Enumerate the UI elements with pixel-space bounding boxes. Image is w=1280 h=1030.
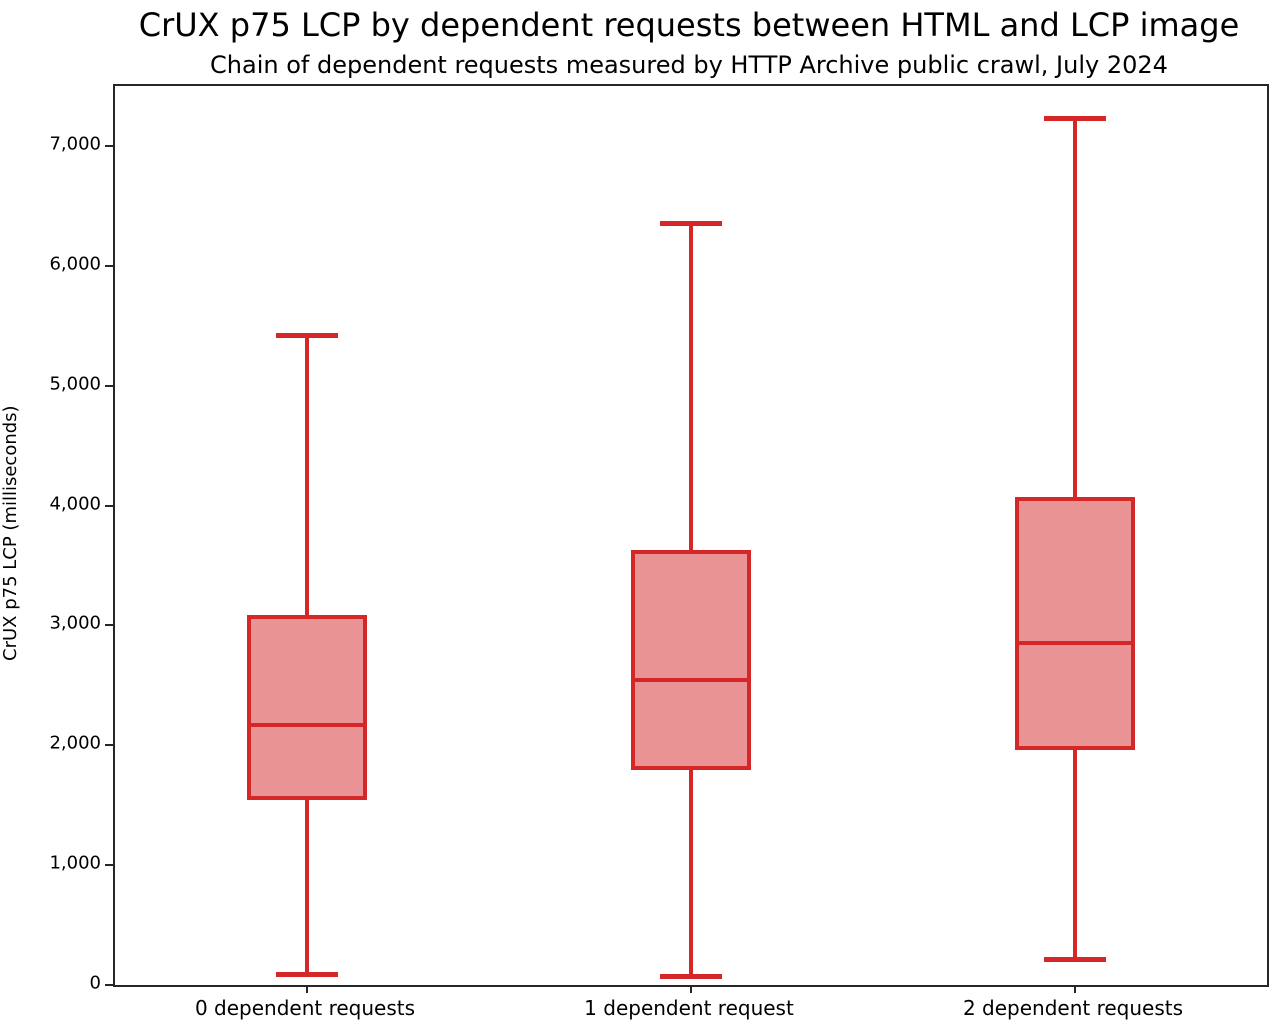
x-tick-label: 2 dependent requests xyxy=(962,996,1184,1020)
median-line xyxy=(247,723,367,728)
y-tick-label: 0 xyxy=(89,972,101,994)
y-tick-mark xyxy=(105,864,113,867)
whisker-upper xyxy=(305,335,309,615)
whisker-lower xyxy=(1073,750,1077,959)
whisker-cap-lower xyxy=(276,972,338,978)
y-tick-label: 5,000 xyxy=(49,373,101,395)
y-tick-mark xyxy=(105,264,113,267)
chart-subtitle: Chain of dependent requests measured by … xyxy=(210,51,1168,79)
y-tick-mark xyxy=(105,504,113,507)
whisker-cap-upper xyxy=(1044,116,1106,122)
whisker-cap-upper xyxy=(276,333,338,339)
whisker-cap-upper xyxy=(660,220,722,226)
box-iqr xyxy=(631,550,751,771)
box-iqr xyxy=(1015,497,1135,751)
x-tick-mark xyxy=(1074,985,1076,993)
y-tick-label: 4,000 xyxy=(49,493,101,515)
chart-title: CrUX p75 LCP by dependent requests betwe… xyxy=(138,6,1240,44)
y-tick-mark xyxy=(105,744,113,747)
y-tick-label: 2,000 xyxy=(49,732,101,754)
y-tick-label: 1,000 xyxy=(49,852,101,874)
y-tick-mark xyxy=(105,984,113,986)
whisker-upper xyxy=(1073,118,1077,498)
y-tick-label: 7,000 xyxy=(49,133,101,155)
y-tick-label: 6,000 xyxy=(49,253,101,275)
x-tick-label: 1 dependent request xyxy=(584,996,794,1020)
whisker-upper xyxy=(689,222,693,551)
whisker-lower xyxy=(305,800,309,975)
whisker-cap-lower xyxy=(660,974,722,979)
y-tick-label: 3,000 xyxy=(49,612,101,634)
median-line xyxy=(631,677,751,682)
y-tick-mark xyxy=(105,624,113,627)
median-line xyxy=(1015,641,1135,646)
x-tick-label: 0 dependent requests xyxy=(194,996,416,1020)
x-tick-mark xyxy=(690,985,692,993)
y-tick-mark xyxy=(105,384,113,387)
y-tick-mark xyxy=(105,144,113,147)
whisker-lower xyxy=(689,770,693,976)
y-axis-label: CrUX p75 LCP (milliseconds) xyxy=(0,405,21,662)
whisker-cap-lower xyxy=(1044,956,1106,962)
box-iqr xyxy=(247,614,367,801)
plot-area xyxy=(105,84,1269,993)
x-tick-mark xyxy=(306,985,308,993)
